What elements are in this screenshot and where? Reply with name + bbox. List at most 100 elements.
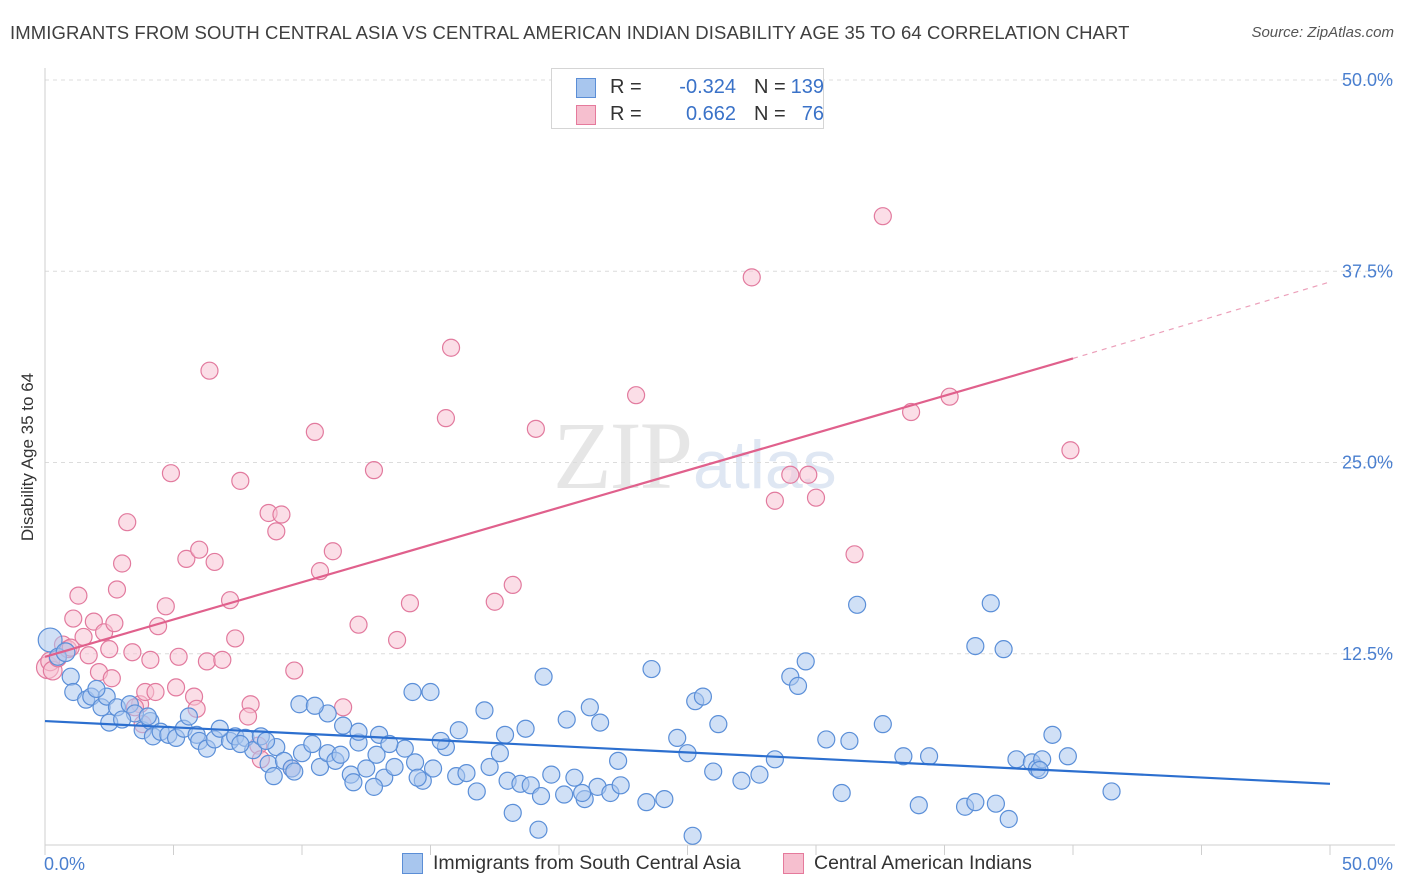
blue-point bbox=[310, 757, 330, 777]
y-tick-label: 37.5% bbox=[1342, 261, 1393, 281]
pink-point bbox=[123, 643, 142, 662]
pink-point bbox=[349, 615, 368, 634]
pink-point bbox=[146, 682, 165, 702]
blue-point bbox=[534, 667, 553, 686]
blue-point bbox=[994, 640, 1013, 659]
pink-point bbox=[765, 491, 784, 510]
pink-point bbox=[161, 464, 181, 483]
blue-point bbox=[495, 725, 515, 744]
blue-point bbox=[894, 747, 913, 766]
blue-point bbox=[709, 715, 728, 734]
blue-point bbox=[87, 679, 106, 699]
blue-point bbox=[385, 757, 404, 777]
pink-point bbox=[400, 594, 420, 613]
blue-point bbox=[1058, 747, 1077, 766]
legend-r-value: -0.324 bbox=[679, 76, 736, 98]
pink-point bbox=[334, 698, 353, 717]
pink-point bbox=[213, 650, 232, 669]
blue-point bbox=[475, 701, 494, 720]
blue-point bbox=[832, 783, 851, 803]
blue-point bbox=[609, 751, 628, 770]
bottom-legend-swatch-blue bbox=[402, 853, 423, 874]
blue-point bbox=[683, 826, 702, 845]
blue-point bbox=[668, 728, 687, 748]
axes bbox=[44, 68, 1395, 855]
blue-point bbox=[1043, 725, 1062, 744]
blue-point bbox=[999, 809, 1018, 829]
blue-point bbox=[555, 785, 574, 804]
blue-point bbox=[344, 773, 363, 792]
watermark: ZIPatlas bbox=[553, 400, 837, 511]
blue-point bbox=[637, 793, 656, 812]
pink-point bbox=[69, 586, 88, 605]
series-immigrants-south-central-asia bbox=[37, 594, 1121, 845]
blue-point bbox=[449, 721, 468, 740]
pink-point bbox=[79, 646, 98, 665]
blue-point bbox=[966, 793, 985, 812]
blue-point bbox=[966, 636, 985, 656]
pink-point bbox=[781, 465, 800, 484]
pink-point bbox=[220, 591, 240, 610]
blue-point bbox=[303, 734, 322, 754]
blue-point bbox=[765, 750, 784, 769]
blue-point bbox=[256, 731, 276, 751]
blue-point bbox=[693, 687, 713, 706]
blue-point bbox=[405, 753, 425, 772]
blue-point bbox=[580, 698, 599, 717]
blue-point bbox=[408, 768, 427, 787]
blue-point bbox=[704, 762, 723, 781]
blue-point bbox=[531, 786, 551, 806]
blue-point bbox=[642, 659, 661, 679]
blue-point bbox=[557, 710, 576, 729]
blue-point bbox=[840, 731, 859, 751]
blue-point bbox=[305, 696, 324, 715]
blue-point bbox=[380, 734, 399, 754]
pink-point bbox=[197, 652, 217, 671]
legend-n-label: N = bbox=[754, 103, 786, 125]
chart-title: IMMIGRANTS FROM SOUTH CENTRAL ASIA VS CE… bbox=[10, 22, 1130, 43]
legend-n-value: 76 bbox=[801, 103, 824, 125]
pink-point bbox=[177, 549, 196, 568]
y-axis-label: Disability Age 35 to 64 bbox=[18, 373, 37, 541]
pink-point bbox=[799, 465, 818, 484]
legend-r-label: R = bbox=[610, 76, 642, 98]
blue-point bbox=[138, 707, 157, 726]
bottom-legend-swatch-pink bbox=[783, 853, 804, 874]
legend-n-label: N = bbox=[754, 76, 786, 98]
pink-point bbox=[272, 505, 291, 524]
y-tick-label: 12.5% bbox=[1342, 644, 1393, 664]
pink-point bbox=[436, 409, 456, 428]
series-central-american-indians bbox=[35, 207, 1080, 778]
bottom-legend-label-pink: Central American Indians bbox=[814, 852, 1032, 874]
pink-point bbox=[845, 545, 864, 564]
watermark-zip: ZIP bbox=[553, 402, 693, 509]
legend-r-value: 0.662 bbox=[685, 103, 736, 125]
blue-point bbox=[331, 745, 350, 764]
pink-point bbox=[267, 522, 286, 541]
pink-point bbox=[107, 580, 127, 599]
blue-point bbox=[873, 715, 892, 734]
pink-point bbox=[305, 422, 324, 441]
x-tick-label: 50.0% bbox=[1342, 854, 1393, 874]
pink-point bbox=[112, 554, 132, 573]
blue-point bbox=[231, 734, 250, 754]
pink-point bbox=[526, 419, 545, 438]
blue-point bbox=[565, 768, 584, 787]
pink-point bbox=[156, 597, 175, 616]
blue-point bbox=[1102, 782, 1121, 801]
pink-point bbox=[323, 542, 342, 561]
grid-lines bbox=[45, 79, 1395, 655]
blue-point bbox=[467, 782, 486, 801]
legend-r-label: R = bbox=[610, 103, 642, 125]
blue-point bbox=[334, 716, 353, 735]
blue-point bbox=[919, 747, 939, 766]
legend-swatch-pink bbox=[576, 105, 596, 125]
trend-line-pink-extension bbox=[1072, 281, 1331, 360]
blue-point bbox=[503, 803, 522, 822]
pink-point bbox=[118, 513, 137, 532]
blue-point bbox=[290, 695, 309, 714]
blue-point bbox=[788, 676, 808, 695]
pink-point bbox=[231, 471, 250, 490]
blue-point bbox=[529, 820, 548, 839]
